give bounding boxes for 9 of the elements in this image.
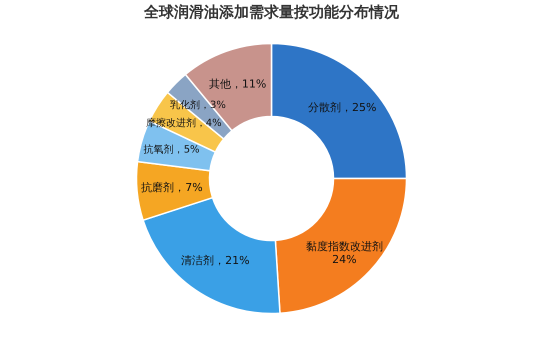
slice-label: 抗磨剂，7% xyxy=(141,180,203,194)
data-label: 24% xyxy=(332,252,357,266)
slice-label: 其他，11% xyxy=(208,77,266,90)
chart-title: 全球润滑油添加需求量按功能分布情况 xyxy=(143,3,400,21)
slice-label: 抗氧剂，5% xyxy=(144,143,200,156)
slice-label: 黏度指数改进剂 xyxy=(306,240,383,253)
slice-label: 清洁剂，21% xyxy=(181,254,250,268)
slice-label: 分散剂，25% xyxy=(308,100,376,114)
slice-label: 摩擦改进剂，4% xyxy=(146,116,222,129)
